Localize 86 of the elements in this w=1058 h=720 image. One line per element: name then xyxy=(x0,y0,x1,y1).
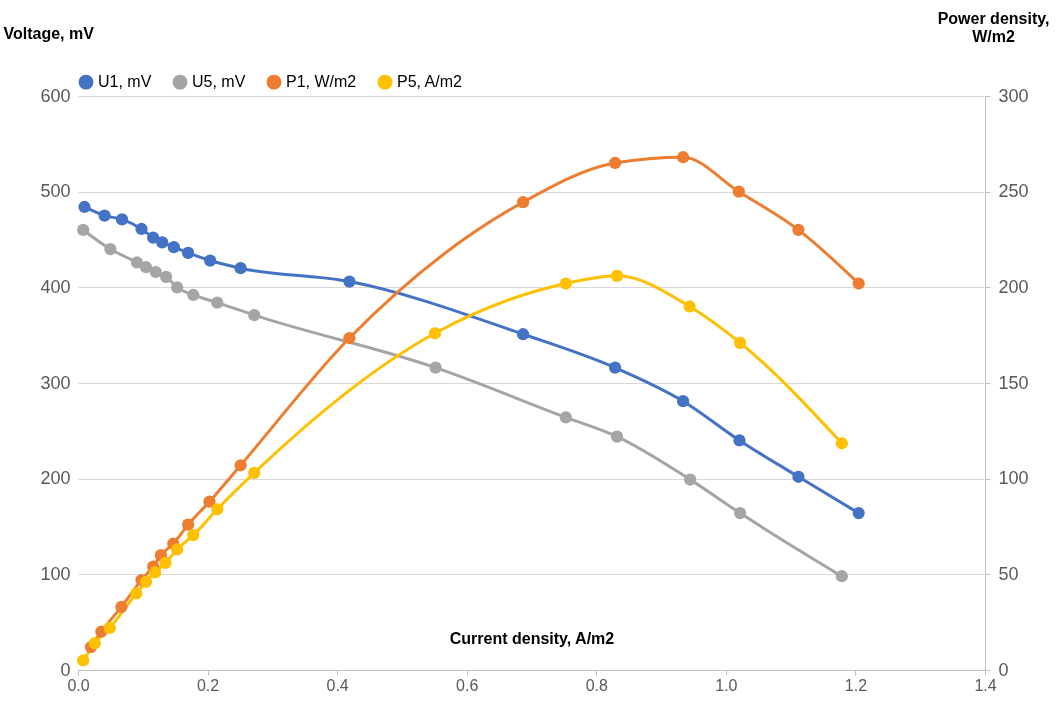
point xyxy=(203,495,216,508)
y-tick-label: 100 xyxy=(40,563,71,584)
legend-label: P5, A/m2 xyxy=(397,73,463,91)
point xyxy=(608,156,622,170)
point xyxy=(139,261,153,274)
point xyxy=(88,637,101,650)
point xyxy=(156,236,169,249)
legend-label: U5, mV xyxy=(192,73,246,91)
point xyxy=(148,566,162,579)
point xyxy=(343,275,356,288)
point xyxy=(130,587,143,600)
point xyxy=(248,466,261,480)
point xyxy=(98,209,111,222)
point xyxy=(77,654,90,667)
point xyxy=(171,543,184,556)
point xyxy=(77,223,90,237)
point xyxy=(139,575,153,589)
point xyxy=(610,430,624,443)
point xyxy=(159,270,173,283)
point xyxy=(182,518,195,531)
y2-tick-label: 300 xyxy=(998,85,1029,106)
x-tick-label: 1.0 xyxy=(715,676,738,694)
point xyxy=(852,506,865,520)
point xyxy=(187,288,200,302)
point xyxy=(211,296,224,309)
legend-label: P1, W/m2 xyxy=(286,73,357,91)
y-tick-label: 200 xyxy=(40,468,71,489)
point xyxy=(733,434,746,447)
point xyxy=(167,241,181,254)
y2-tick-label: 250 xyxy=(998,181,1029,202)
point xyxy=(852,277,865,290)
point xyxy=(78,200,91,214)
x-tick-label: 0.6 xyxy=(456,676,479,694)
point xyxy=(676,395,690,408)
y2-tick-label: 0 xyxy=(998,659,1009,680)
point xyxy=(171,281,184,294)
point xyxy=(135,222,148,236)
x-tick-label: 0.4 xyxy=(326,676,349,694)
legend-label: U1, mV xyxy=(98,73,152,91)
x-tick-label: 1.2 xyxy=(844,676,868,694)
point xyxy=(211,503,224,516)
y-axis-title: Voltage, mV xyxy=(3,24,95,42)
y2-tick-label: 150 xyxy=(998,372,1029,393)
x-tick-label: 0.8 xyxy=(585,676,608,694)
point xyxy=(732,185,745,198)
point xyxy=(115,600,128,613)
x-axis-title: Current density, A/m2 xyxy=(449,629,615,647)
point xyxy=(204,254,217,267)
point xyxy=(159,556,172,569)
y-tick-label: 500 xyxy=(40,181,71,202)
point xyxy=(733,336,747,349)
point xyxy=(733,506,747,520)
y2-tick-label: 100 xyxy=(998,468,1029,489)
point xyxy=(559,277,572,290)
point xyxy=(428,327,442,340)
point xyxy=(234,459,247,472)
point xyxy=(676,151,690,164)
x-tick-label: 0.2 xyxy=(196,676,220,694)
point xyxy=(516,328,530,341)
y2-tick-label: 200 xyxy=(998,276,1029,297)
point xyxy=(248,308,261,322)
point xyxy=(835,570,848,583)
point xyxy=(608,361,622,374)
point xyxy=(343,331,356,345)
point xyxy=(835,437,848,450)
y2-axis-title: Power density, W/m2 xyxy=(937,9,1050,45)
point xyxy=(234,262,247,275)
y-tick-label: 400 xyxy=(40,276,71,297)
point xyxy=(104,242,117,256)
point xyxy=(149,265,162,279)
point xyxy=(187,529,200,542)
point xyxy=(684,473,697,486)
x-tick-label: 1.4 xyxy=(974,676,997,694)
point xyxy=(115,213,129,226)
y-tick-label: 300 xyxy=(40,372,71,393)
point xyxy=(559,411,572,424)
point xyxy=(182,246,195,260)
point xyxy=(429,361,442,374)
point xyxy=(792,223,805,237)
y-tick-label: 600 xyxy=(40,85,71,106)
point xyxy=(792,470,805,483)
y2-tick-label: 50 xyxy=(998,563,1019,584)
point xyxy=(610,269,624,282)
point xyxy=(516,196,530,209)
point xyxy=(683,300,696,313)
point xyxy=(103,621,116,635)
